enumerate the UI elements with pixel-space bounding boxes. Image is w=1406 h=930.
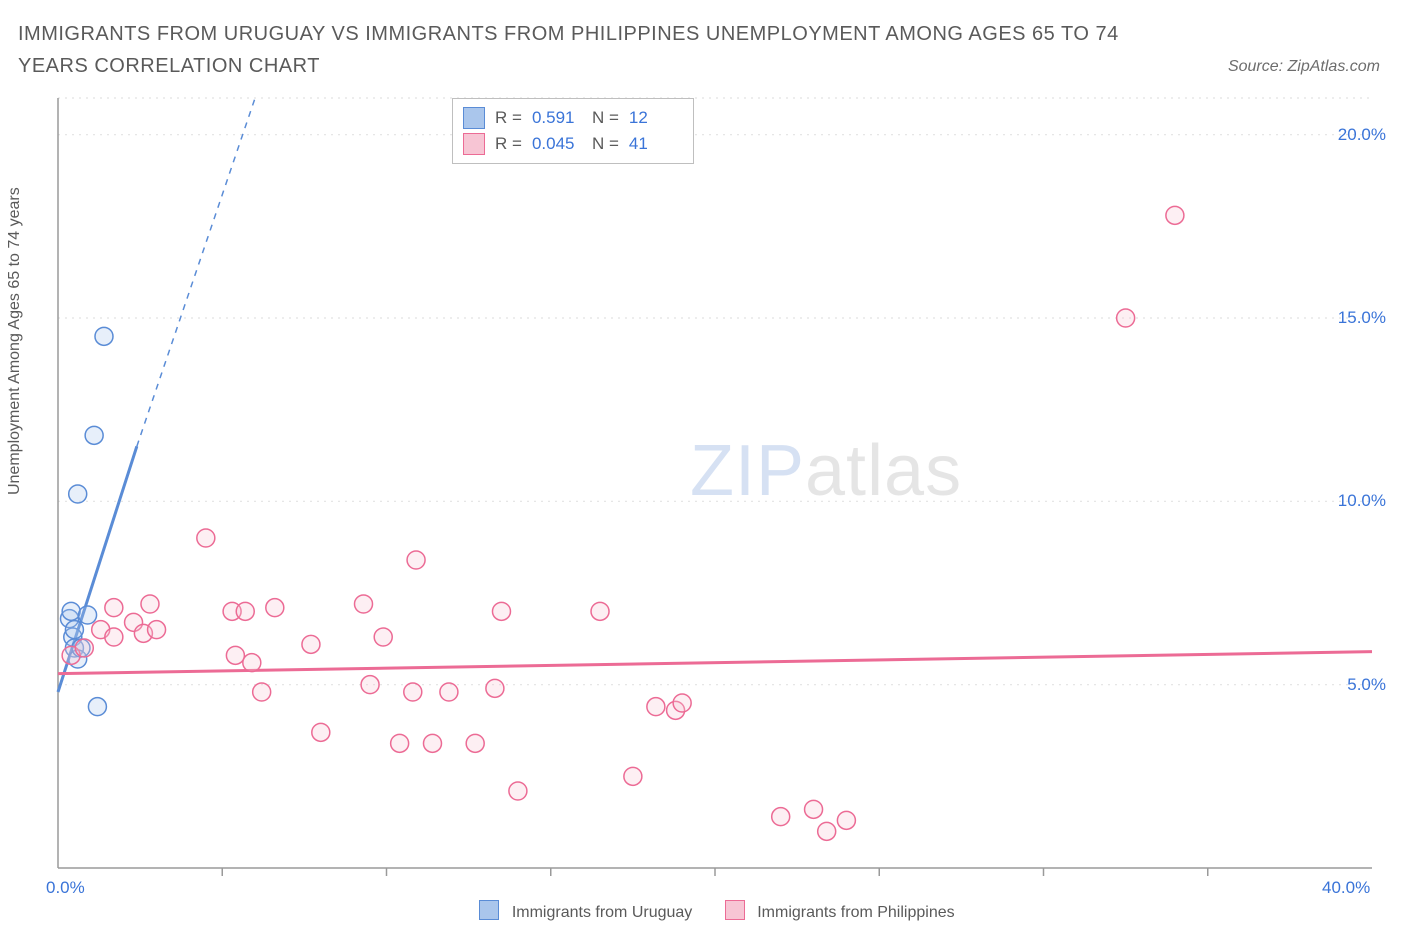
- gridlines: [58, 98, 1372, 685]
- stat-n-uruguay: 12: [629, 108, 679, 128]
- stats-row-philippines: R = 0.045 N = 41: [463, 131, 679, 157]
- legend-label-philippines: Immigrants from Philippines: [757, 904, 954, 921]
- y-tick-label: 10.0%: [1338, 491, 1386, 511]
- y-tick-label: 5.0%: [1347, 675, 1386, 695]
- x-tick-label: 0.0%: [46, 878, 85, 898]
- trend-lines: [58, 98, 1372, 692]
- data-points: [60, 206, 1183, 840]
- stat-label-n: N =: [592, 108, 619, 128]
- tick-marks: [222, 868, 1208, 876]
- statistics-legend: R = 0.591 N = 12 R = 0.045 N = 41: [452, 98, 694, 164]
- stat-n-philippines: 41: [629, 134, 679, 154]
- x-tick-label: 40.0%: [1322, 878, 1370, 898]
- legend-swatch-philippines: [725, 900, 745, 920]
- swatch-philippines: [463, 133, 485, 155]
- stat-r-philippines: 0.045: [532, 134, 582, 154]
- swatch-uruguay: [463, 107, 485, 129]
- y-tick-label: 15.0%: [1338, 308, 1386, 328]
- stat-label-r: R =: [495, 134, 522, 154]
- stat-label-n: N =: [592, 134, 619, 154]
- legend-label-uruguay: Immigrants from Uruguay: [512, 904, 693, 921]
- stats-row-uruguay: R = 0.591 N = 12: [463, 105, 679, 131]
- stat-label-r: R =: [495, 108, 522, 128]
- y-tick-label: 20.0%: [1338, 125, 1386, 145]
- scatter-chart: [0, 0, 1406, 930]
- legend-swatch-uruguay: [479, 900, 499, 920]
- stat-r-uruguay: 0.591: [532, 108, 582, 128]
- bottom-legend: Immigrants from Uruguay Immigrants from …: [0, 900, 1406, 922]
